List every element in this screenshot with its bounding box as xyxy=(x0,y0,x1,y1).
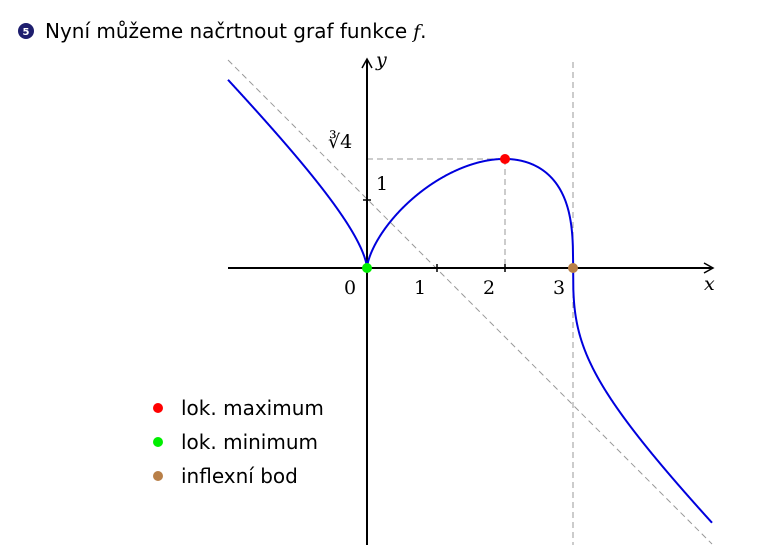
heading-end: . xyxy=(420,19,426,43)
legend-label: inflexní bod xyxy=(181,464,298,488)
bullet xyxy=(18,23,34,39)
y-label: y xyxy=(375,49,387,71)
legend: lok. maximum lok. minimum inflexní bod xyxy=(153,396,324,488)
legend-marker xyxy=(153,471,163,481)
heading: Nyní můžeme načrtnout graf funkce f. xyxy=(45,19,427,43)
x-label: x xyxy=(704,273,715,295)
asymptote xyxy=(227,59,713,545)
function-curve xyxy=(227,79,713,524)
heading-math: f xyxy=(411,21,423,43)
plot: x y 0 1 2 3 1 ∛4 xyxy=(227,49,715,545)
legend-marker xyxy=(153,403,163,413)
min-point xyxy=(362,263,372,273)
x-tick-label: 0 xyxy=(344,277,356,299)
x-tick-label: 2 xyxy=(483,277,495,299)
y-tick-label: ∛4 xyxy=(328,130,352,153)
inflection-point xyxy=(568,263,578,273)
legend-label: lok. minimum xyxy=(181,430,318,454)
legend-label: lok. maximum xyxy=(181,396,324,420)
heading-text: Nyní můžeme načrtnout graf funkce xyxy=(45,19,407,43)
x-arrow xyxy=(703,262,715,274)
x-tick-label: 3 xyxy=(553,277,565,299)
y-tick-label: 1 xyxy=(376,173,388,195)
x-tick-label: 1 xyxy=(414,277,426,299)
y-arrow xyxy=(361,57,373,69)
bullet-number: 5 xyxy=(23,27,30,38)
max-point xyxy=(500,154,510,164)
legend-marker xyxy=(153,437,163,447)
